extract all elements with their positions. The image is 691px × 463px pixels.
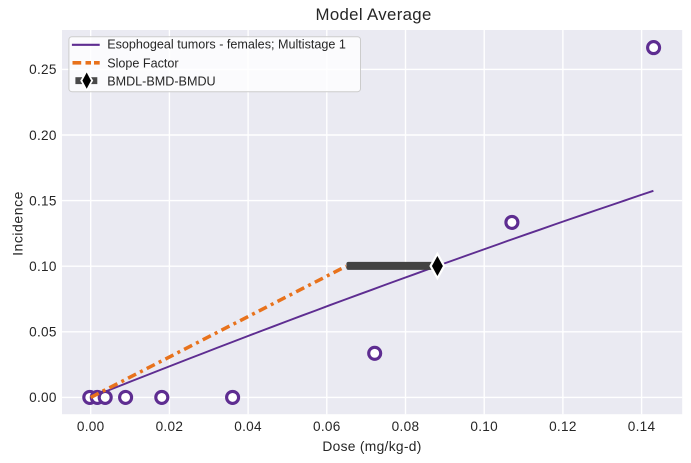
svg-text:Dose (mg/kg-d): Dose (mg/kg-d) xyxy=(322,439,421,454)
svg-text:0.05: 0.05 xyxy=(29,325,57,340)
svg-text:0.14: 0.14 xyxy=(628,419,656,434)
svg-text:0.00: 0.00 xyxy=(29,390,57,405)
svg-text:0.00: 0.00 xyxy=(77,419,105,434)
svg-text:0.10: 0.10 xyxy=(29,259,57,274)
svg-text:Model Average: Model Average xyxy=(315,5,431,24)
svg-text:0.08: 0.08 xyxy=(392,419,420,434)
svg-text:0.25: 0.25 xyxy=(29,62,57,77)
svg-text:0.04: 0.04 xyxy=(234,419,262,434)
svg-text:0.02: 0.02 xyxy=(156,419,184,434)
svg-text:Slope Factor: Slope Factor xyxy=(107,57,178,71)
svg-text:Esophogeal tumors - females; M: Esophogeal tumors - females; Multistage … xyxy=(107,37,346,51)
svg-text:0.12: 0.12 xyxy=(549,419,577,434)
svg-text:0.15: 0.15 xyxy=(29,193,57,208)
svg-text:0.06: 0.06 xyxy=(313,419,341,434)
svg-text:BMDL-BMD-BMDU: BMDL-BMD-BMDU xyxy=(107,74,215,88)
svg-text:0.20: 0.20 xyxy=(29,128,57,143)
svg-text:Incidence: Incidence xyxy=(9,191,25,256)
svg-text:0.10: 0.10 xyxy=(470,419,498,434)
